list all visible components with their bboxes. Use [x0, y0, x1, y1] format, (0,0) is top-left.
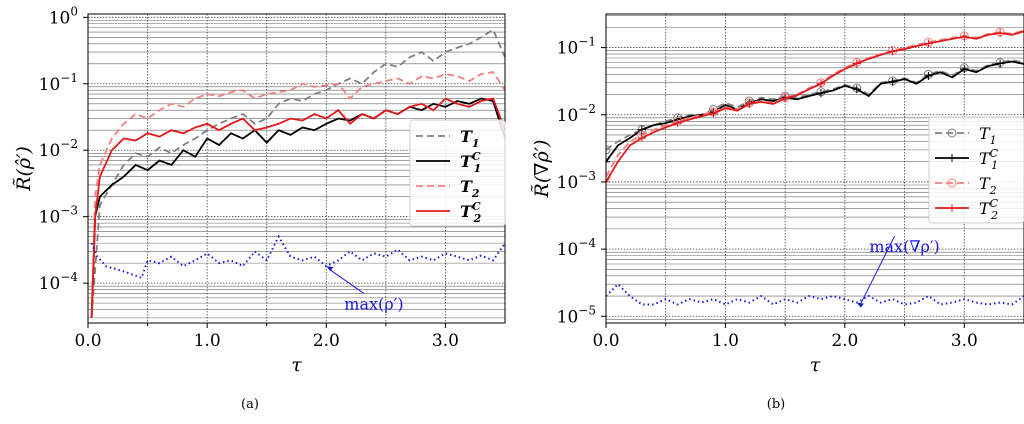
x-tick-label: 2.0	[313, 331, 340, 351]
annotation-arrow	[328, 268, 365, 294]
x-axis-label: τ	[291, 354, 302, 376]
y-tick-label: 10−3	[39, 204, 78, 228]
series-point-T2C	[960, 32, 969, 41]
series-point-T1C	[852, 85, 861, 94]
x-tick-label: 0.0	[592, 331, 619, 351]
annotation-arrowhead	[326, 266, 334, 272]
series-group	[606, 27, 1024, 306]
y-tick-label: 10−4	[557, 236, 597, 260]
series-point-T2C	[781, 94, 790, 103]
x-tick-label: 3.0	[951, 331, 978, 351]
y-tick-label: 10−1	[39, 71, 78, 95]
series-point-T2C	[709, 109, 718, 118]
series-point-T2C	[888, 47, 897, 56]
y-tick-label: 10−4	[39, 270, 79, 294]
series-group	[90, 28, 505, 318]
legend-label-T1: T1	[460, 127, 480, 150]
legend-label-T1C: TC 1	[979, 147, 999, 172]
series-point-T1C	[888, 77, 897, 86]
y-axis-label: R̃(ρ̂′)	[13, 146, 35, 192]
series-line-T2	[606, 29, 1024, 178]
legend-box	[928, 116, 1024, 224]
legend-marker	[948, 154, 956, 162]
legend-label-T2: T2	[979, 174, 997, 197]
series-point-T2C	[745, 99, 754, 108]
series-line-T1C	[606, 60, 1024, 163]
legend-label-T2: T2	[460, 177, 480, 200]
y-tick-label: 100	[49, 4, 78, 28]
legend-label-T2C: TC 2	[460, 200, 482, 225]
x-axis-label: τ	[810, 354, 821, 376]
legend-label-T1: T1	[979, 124, 997, 147]
series-point-T2C	[852, 59, 861, 68]
series-line-T1	[90, 28, 505, 318]
y-tick-label: 10−2	[39, 137, 78, 161]
series-point-T2C	[606, 177, 610, 186]
series-point-T1C	[606, 157, 610, 166]
panel-b: 0.0 1.0 2.0 3.0 10−5 10−4 10−3 10−2 10−1 τ R̃(∇ρ̂′…	[531, 13, 1024, 412]
series-point-T1C	[960, 64, 969, 73]
series-point-T2C	[673, 119, 682, 128]
series-point-T1C	[924, 71, 933, 80]
series-point-T1C	[996, 59, 1005, 68]
series-line-T2C	[90, 97, 505, 318]
annotation-arrowhead	[856, 302, 864, 308]
legend-label-T2C: TC 2	[979, 197, 999, 222]
series-line-max	[606, 282, 1024, 306]
x-tick-label: 3.0	[432, 331, 459, 351]
series-point-T2C	[924, 39, 933, 48]
y-tick-label: 10−1	[557, 35, 596, 59]
annotation-arrow	[859, 235, 896, 306]
x-tick-label: 1.0	[194, 331, 221, 351]
series-point-T2C	[816, 79, 825, 88]
panel-a: 0.0 1.0 2.0 3.0 10−4 10−3 10−2 10−1 100 τ R̃(ρ̂′) (…	[13, 4, 506, 412]
legend-box	[409, 119, 506, 227]
panel-caption: (a)	[241, 397, 259, 412]
panel-caption: (b)	[767, 397, 785, 412]
legend-marker	[947, 128, 957, 138]
annotation-label: max(∇ρ′)	[869, 237, 939, 256]
series-point-T2C	[996, 28, 1005, 37]
series-line-T1C	[90, 97, 505, 318]
axes-frame	[605, 13, 1024, 324]
annotation-label: max(ρ′)	[344, 295, 403, 314]
series-line-T1	[606, 59, 1024, 151]
y-tick-label: 10−5	[557, 303, 596, 327]
y-tick-label: 10−3	[557, 169, 596, 193]
series-point-T2C	[637, 134, 646, 143]
legend-label-T1C: TC 1	[460, 150, 481, 175]
series-point-T1	[606, 145, 611, 155]
x-tick-label: 1.0	[712, 331, 739, 351]
legend-marker	[947, 178, 957, 188]
series-point-T1C	[816, 89, 825, 98]
series-line-T2	[90, 71, 505, 318]
series-point-T1C	[637, 125, 646, 134]
legend-marker	[948, 204, 956, 212]
x-tick-label: 0.0	[74, 331, 101, 351]
y-axis-label: R̃(∇ρ̂′)	[531, 140, 553, 199]
series-line-T2C	[606, 30, 1024, 183]
x-tick-label: 2.0	[831, 331, 858, 351]
y-tick-label: 10−2	[557, 102, 596, 126]
